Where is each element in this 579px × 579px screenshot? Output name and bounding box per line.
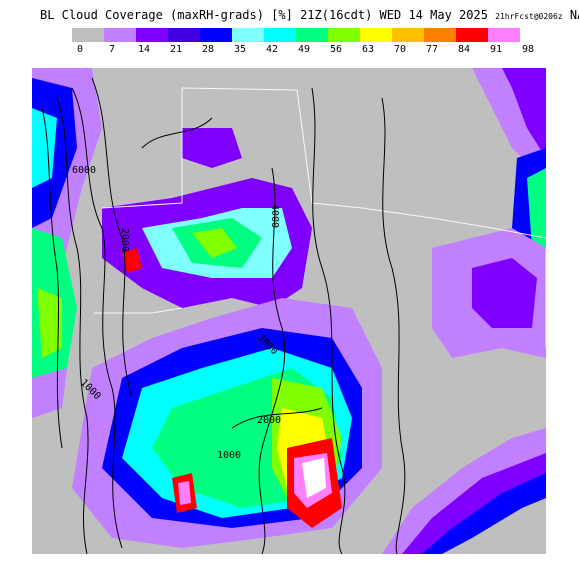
state-borders bbox=[94, 87, 546, 348]
legend-swatch-2 bbox=[136, 28, 168, 42]
legend-label-9: 63 bbox=[361, 44, 375, 55]
cloud-field-west-cyan bbox=[32, 108, 57, 188]
legend-label-10: 70 bbox=[393, 44, 407, 55]
legend-swatch-11 bbox=[424, 28, 456, 42]
legend-label-2: 14 bbox=[137, 44, 151, 55]
cloud-field-north-yellow bbox=[192, 228, 237, 258]
legend-label-6: 42 bbox=[265, 44, 279, 55]
contour-label-6: 2000 bbox=[257, 415, 281, 426]
legend-label-13: 91 bbox=[489, 44, 503, 55]
legend-label-4: 28 bbox=[201, 44, 215, 55]
contour-label-1: 6000 bbox=[72, 165, 96, 176]
legend-label-7: 49 bbox=[297, 44, 311, 55]
legend-swatch-8 bbox=[328, 28, 360, 42]
legend-label-1: 7 bbox=[108, 44, 116, 55]
legend-label-3: 21 bbox=[169, 44, 183, 55]
map-svg: 6000 4000 2000 1000 3000 2000 1000 bbox=[32, 68, 546, 554]
cloud-field-north-top bbox=[182, 128, 242, 168]
legend-swatch-6 bbox=[264, 28, 296, 42]
cloud-field-southwest-pink bbox=[178, 481, 191, 505]
cloud-field-east-inner bbox=[502, 68, 546, 158]
title-model: NAM bbox=[569, 8, 579, 22]
cloud-field-west-yellow bbox=[37, 288, 62, 358]
contour-label-3: 2000 bbox=[119, 228, 130, 252]
legend-swatch-0 bbox=[72, 28, 104, 42]
title-main: BL Cloud Coverage (maxRH-grads) [%] 21Z(… bbox=[40, 8, 488, 22]
cloud-field-gulf-grey bbox=[442, 498, 546, 554]
legend-swatch-13 bbox=[488, 28, 520, 42]
color-legend bbox=[72, 28, 520, 42]
legend-swatch-5 bbox=[232, 28, 264, 42]
legend-swatch-7 bbox=[296, 28, 328, 42]
legend-label-14: 98 bbox=[521, 44, 535, 55]
legend-label-12: 84 bbox=[457, 44, 471, 55]
cloud-field-east-violet bbox=[472, 258, 537, 328]
legend-swatch-1 bbox=[104, 28, 136, 42]
legend-swatch-3 bbox=[168, 28, 200, 42]
legend-swatch-12 bbox=[456, 28, 488, 42]
contour-label-7: 1000 bbox=[217, 450, 241, 461]
legend-label-5: 35 bbox=[233, 44, 247, 55]
cloud-field-hotspot-red bbox=[122, 248, 142, 273]
legend-swatch-4 bbox=[200, 28, 232, 42]
title-forecast: 21hrFcst@0206z bbox=[495, 12, 563, 21]
cloud-field-south-white bbox=[302, 458, 326, 498]
contour-label-2: 4000 bbox=[269, 204, 280, 228]
legend-label-0: 0 bbox=[76, 44, 84, 55]
legend-swatch-9 bbox=[360, 28, 392, 42]
legend-labels: 0 7 14 21 28 35 42 49 56 63 70 77 84 91 98 bbox=[72, 44, 534, 58]
legend-label-11: 77 bbox=[425, 44, 439, 55]
cloud-coverage-map: 6000 4000 2000 1000 3000 2000 1000 bbox=[32, 68, 546, 554]
contour-lines bbox=[41, 77, 406, 554]
chart-title: BL Cloud Coverage (maxRH-grads) [%] 21Z(… bbox=[40, 8, 579, 22]
legend-swatch-10 bbox=[392, 28, 424, 42]
legend-label-8: 56 bbox=[329, 44, 343, 55]
